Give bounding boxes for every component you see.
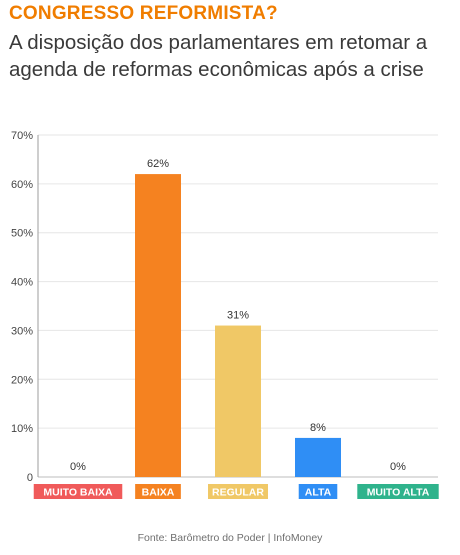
chart-title: CONGRESSO REFORMISTA? bbox=[9, 3, 278, 24]
bar-baixa bbox=[135, 174, 181, 478]
chart-subtitle: A disposição dos parlamentares em retoma… bbox=[9, 31, 428, 81]
data-labels: 0% 62% 31% 8% 0% bbox=[70, 158, 406, 473]
category-badge bbox=[33, 484, 123, 499]
source-note: Fonte: Barômetro do Poder | InfoMoney bbox=[137, 532, 323, 544]
y-tick-label: 40% bbox=[11, 277, 33, 289]
category-label: BAIXA bbox=[142, 487, 175, 499]
y-tick-label: 30% bbox=[11, 325, 33, 337]
y-tick-label: 0 bbox=[27, 472, 33, 484]
category-label: ALTA bbox=[305, 487, 332, 499]
category-labels: MUITO BAIXA BAIXA REGULAR ALTA MUITO ALTA bbox=[33, 484, 439, 499]
y-tick-label: 20% bbox=[11, 374, 33, 386]
bar-regular bbox=[215, 325, 261, 477]
category-badge bbox=[357, 484, 439, 499]
y-tick-label: 70% bbox=[11, 130, 33, 142]
y-tick-label: 10% bbox=[11, 423, 33, 435]
y-tick-label: 50% bbox=[11, 228, 33, 240]
category-label: MUITO BAIXA bbox=[43, 487, 113, 499]
data-label: 0% bbox=[390, 461, 406, 473]
category-badge bbox=[208, 484, 268, 499]
category-label: MUITO ALTA bbox=[367, 487, 430, 499]
data-label: 62% bbox=[147, 158, 169, 170]
data-label: 0% bbox=[70, 461, 86, 473]
category-badge bbox=[135, 484, 181, 499]
bar-alta bbox=[295, 437, 341, 477]
y-tick-label: 60% bbox=[11, 179, 33, 191]
data-label: 8% bbox=[310, 422, 326, 434]
data-label: 31% bbox=[227, 310, 249, 322]
bars bbox=[135, 174, 341, 478]
y-axis: 0 10% 20% 30% 40% 50% 60% 70% bbox=[11, 130, 39, 484]
category-badge bbox=[298, 484, 338, 499]
category-label: REGULAR bbox=[212, 487, 264, 499]
